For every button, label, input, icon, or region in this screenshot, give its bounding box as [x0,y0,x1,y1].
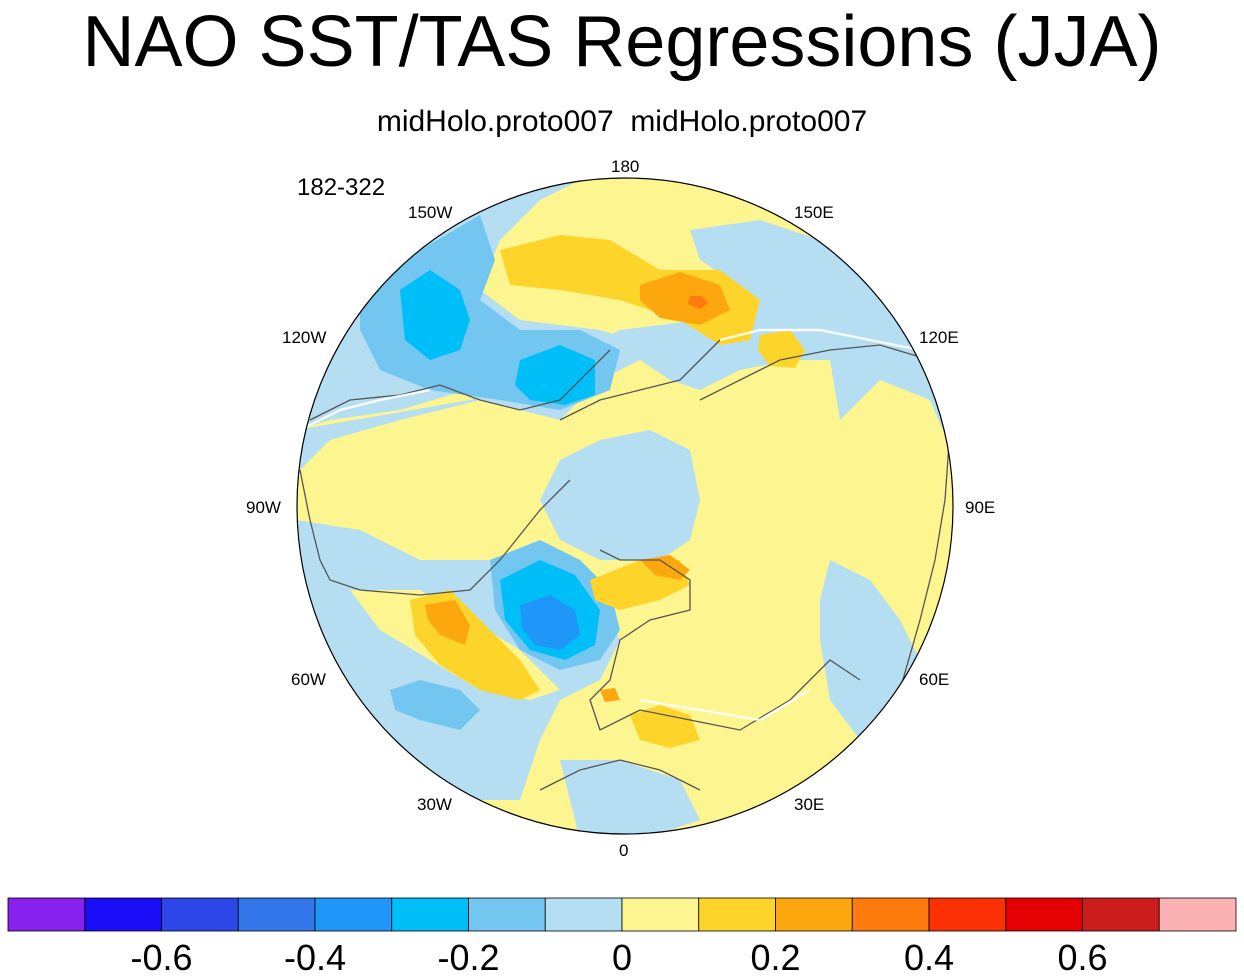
period-label: 182-322 [297,174,386,201]
lon-label-0: 0 [619,841,629,860]
colorbar-box [775,897,853,932]
lon-label-90e: 90E [965,498,996,517]
lon-label-180: 180 [611,157,640,176]
colorbar-box [391,897,469,932]
plot-title: NAO SST/TAS Regressions (JJA) [82,2,1162,82]
colorbar-box [1082,897,1160,932]
colorbar-box [468,897,546,932]
colorbar-box [1005,897,1083,932]
lon-label-60w: 60W [291,670,326,689]
lon-label-30w: 30W [417,795,452,814]
lon-label-60e: 60E [919,670,950,689]
colorbar-box [237,897,316,932]
colorbar-tick-label: 0.6 [1057,937,1107,978]
colorbar-tick-label: -0.4 [284,937,346,978]
colorbar-box [544,897,623,932]
plot-subtitle: midHolo.proto007 midHolo.proto007 [376,105,868,138]
lon-label-120w: 120W [282,328,327,347]
lon-label-30e: 30E [794,795,825,814]
colorbar-tick-label: -0.2 [437,937,499,978]
lon-label-150w: 150W [408,203,453,222]
lon-label-120e: 120E [919,328,959,347]
colorbar-box [84,897,162,932]
polar-stereographic-map [296,177,954,835]
colorbar-box [1158,897,1237,932]
colorbar-box [698,897,776,932]
colorbar-box [314,897,393,932]
colorbar-box [7,897,86,932]
colorbar-tick-label: 0.4 [904,937,954,978]
map-border [296,177,954,835]
colorbar-tick-label: 0 [612,937,632,978]
colorbar-box [851,897,930,932]
colorbar-tick-label: 0.2 [750,937,800,978]
colorbar-tick-label: -0.6 [130,937,192,978]
colorbar-box [161,897,239,932]
colorbar-box [928,897,1007,932]
lon-label-90w: 90W [246,498,281,517]
colorbar-box [621,897,700,932]
lon-label-150e: 150E [794,203,834,222]
coastline-halos [299,328,921,722]
